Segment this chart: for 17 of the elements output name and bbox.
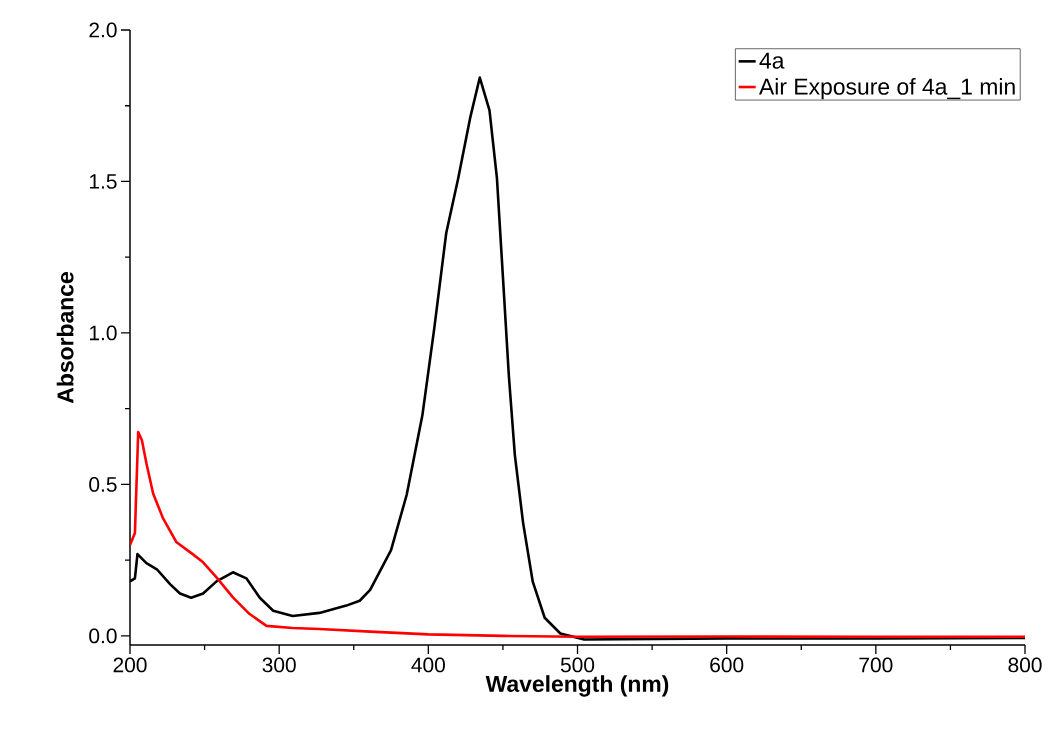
legend-label: 4a	[759, 52, 785, 69]
x-tick-label: 600	[710, 657, 744, 673]
x-tick-label: 300	[262, 657, 296, 673]
y-tick-label: 2.0	[89, 22, 117, 38]
y-tick-label: 1.0	[89, 325, 117, 341]
x-tick-label: 400	[411, 657, 445, 673]
x-tick-label: 200	[113, 657, 147, 673]
x-tick-label: 700	[859, 657, 893, 673]
y-tick-label: 1.5	[89, 174, 117, 189]
x-axis-title: Wavelength (nm)	[485, 675, 669, 697]
y-tick-label: 0.0	[89, 628, 117, 644]
x-tick-label: 500	[560, 657, 595, 673]
line-series	[130, 430, 1026, 639]
legend-label: Air Exposure of 4a_1 min	[759, 77, 1015, 100]
x-tick-label: 800	[1008, 657, 1042, 673]
y-tick-label: 0.5	[89, 477, 117, 492]
y-axis-title: Absorbance	[56, 272, 74, 404]
